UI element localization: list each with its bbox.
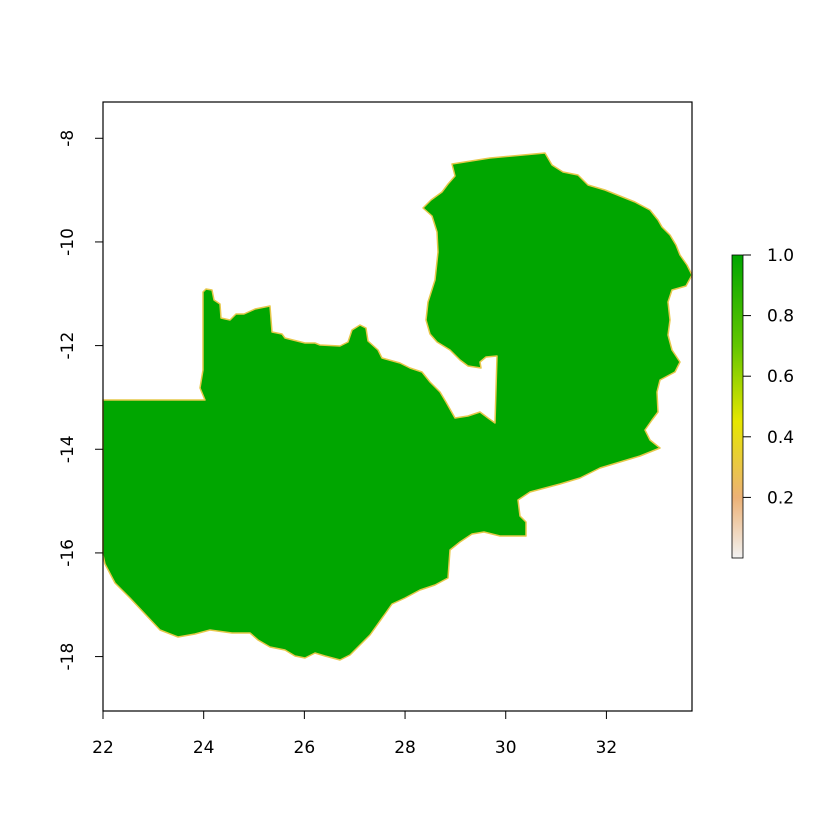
legend-tick-label: 1.0 (767, 246, 794, 266)
legend-tick-label: 0.6 (767, 367, 794, 387)
y-tick-label: -8 (58, 130, 78, 147)
y-tick-label: -12 (58, 332, 78, 360)
y-tick-label: -18 (58, 643, 78, 671)
y-tick-label: -10 (58, 228, 78, 256)
legend-tick-label: 0.2 (767, 488, 794, 508)
x-tick-label: 28 (394, 738, 416, 758)
x-tick-label: 30 (495, 738, 517, 758)
y-tick-label: -14 (58, 435, 78, 463)
x-axis: 22 24 26 28 30 32 (92, 711, 617, 758)
legend-tick-label: 0.8 (767, 307, 794, 327)
legend-ticks: 1.0 0.8 0.6 0.4 0.2 (743, 246, 794, 508)
y-tick-label: -16 (58, 539, 78, 567)
x-tick-label: 26 (294, 738, 316, 758)
color-legend: 1.0 0.8 0.6 0.4 0.2 (731, 246, 794, 559)
x-tick-label: 24 (193, 738, 215, 758)
plot-frame (102, 101, 693, 712)
raster-region (102, 152, 693, 661)
legend-color-bar (731, 254, 744, 559)
x-tick-label: 22 (92, 738, 114, 758)
legend-tick-label: 0.4 (767, 428, 794, 448)
x-tick-label: 32 (596, 738, 618, 758)
y-axis: -8 -10 -12 -14 -16 -18 (58, 130, 103, 671)
